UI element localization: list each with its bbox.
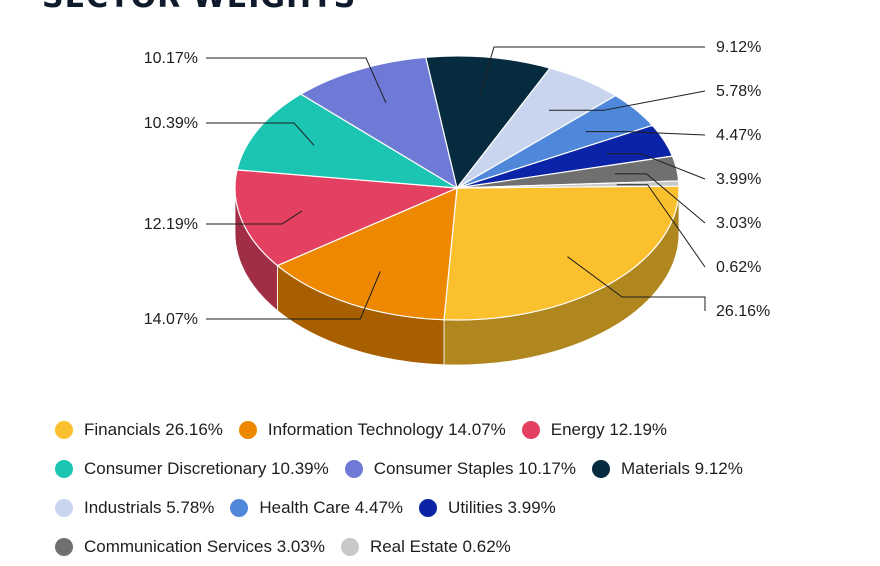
legend-item-communication-services[interactable]: Communication Services 3.03% [55, 527, 325, 566]
legend-swatch-health-care [230, 498, 249, 517]
chart-title: SECTOR WEIGHTS [42, 0, 356, 15]
legend-swatch-real-estate [340, 537, 359, 556]
legend-swatch-energy [521, 420, 540, 439]
legend-swatch-consumer-discretionary [55, 459, 73, 478]
legend-label-energy: Energy 12.19% [550, 419, 668, 439]
leader-line-real-estate [616, 184, 706, 268]
legend-item-utilities[interactable]: Utilities 3.99% [419, 488, 556, 527]
legend-item-health-care[interactable]: Health Care 4.47% [230, 488, 403, 527]
legend-item-materials[interactable]: Materials 9.12% [591, 449, 743, 488]
slice-consumer-staples [300, 56, 458, 189]
data-label-industrials: 5.78% [716, 83, 761, 100]
data-label-energy: 12.19% [144, 216, 198, 233]
legend-swatch-materials [591, 459, 610, 478]
slice-materials [425, 55, 551, 189]
legend-label-health-care: Health Care 4.47% [259, 497, 404, 517]
slice-energy [234, 169, 458, 267]
legend-label-industrials: Industrials 5.78% [84, 497, 215, 517]
legend-item-energy[interactable]: Energy 12.19% [521, 410, 668, 449]
sector-weights-pie-chart: 26.16% 14.07% 12.19% 10.39% 10.17% 9.12% 5.78%… [144, 39, 770, 366]
legend-swatch-information-technology [238, 420, 257, 439]
leader-line-materials [479, 46, 705, 95]
legend-label-utilities: Utilities 3.99% [448, 497, 556, 517]
slice-financials [443, 185, 680, 321]
legend-label-consumer-discretionary: Consumer Discretionary 10.39% [84, 458, 329, 478]
data-label-health-care: 4.47% [716, 127, 761, 144]
data-label-consumer-discretionary: 10.39% [144, 115, 198, 132]
legend-item-information-technology[interactable]: Information Technology 14.07% [238, 410, 506, 449]
slice-real-estate [456, 180, 680, 189]
leader-line-consumer-staples [206, 57, 387, 104]
legend-swatch-communication-services [55, 537, 73, 556]
legend-label-information-technology: Information Technology 14.07% [267, 419, 506, 439]
leader-line-utilities [606, 153, 706, 180]
legend-item-industrials[interactable]: Industrials 5.78% [55, 488, 214, 527]
legend-swatch-utilities [419, 498, 438, 517]
legend-swatch-industrials [55, 498, 73, 517]
leader-line-financials [567, 256, 706, 311]
data-label-utilities: 3.99% [716, 171, 761, 188]
legend-label-financials: Financials 26.16% [84, 419, 223, 439]
chart-legend: Financials 26.16% Information Technology … [55, 410, 875, 566]
leader-line-health-care [585, 131, 706, 136]
data-label-financials: 26.16% [716, 303, 770, 320]
slice-consumer-discretionary [236, 93, 458, 189]
legend-label-consumer-staples: Consumer Staples 10.17% [373, 458, 576, 478]
legend-item-real-estate[interactable]: Real Estate 0.62% [340, 527, 511, 566]
leader-line-energy [206, 210, 303, 225]
leader-line-information-technology [206, 271, 381, 320]
legend-item-consumer-staples[interactable]: Consumer Staples 10.17% [344, 449, 576, 488]
leader-line-industrials [549, 90, 706, 111]
leader-line-communication-services [615, 173, 706, 224]
legend-item-financials[interactable]: Financials 26.16% [55, 410, 223, 449]
legend-swatch-financials [55, 420, 73, 439]
data-label-information-technology: 14.07% [144, 311, 198, 328]
leader-line-consumer-discretionary [206, 122, 315, 146]
data-label-consumer-staples: 10.17% [144, 50, 198, 67]
data-label-materials: 9.12% [716, 39, 761, 56]
data-label-real-estate: 0.62% [716, 259, 761, 276]
legend-label-materials: Materials 9.12% [620, 458, 743, 478]
data-label-communication-services: 3.03% [716, 215, 761, 232]
legend-item-consumer-discretionary[interactable]: Consumer Discretionary 10.39% [55, 449, 329, 488]
slice-information-technology [276, 187, 458, 321]
legend-swatch-consumer-staples [344, 459, 363, 478]
